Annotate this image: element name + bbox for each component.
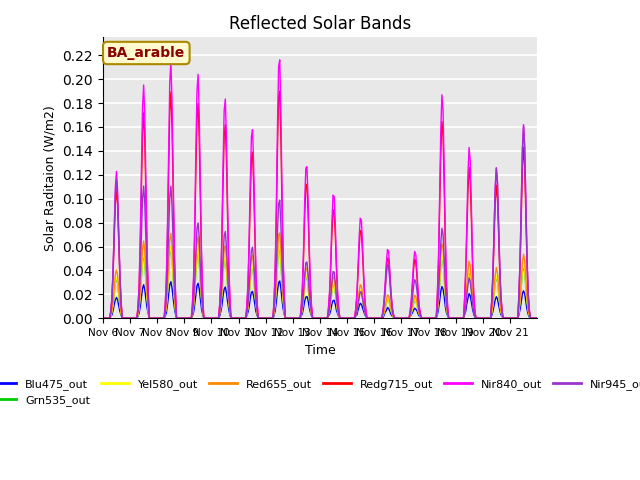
Redg715_out [127, 315, 135, 321]
Redg715_out [531, 315, 539, 321]
Grn535_out [474, 315, 482, 321]
Nir840_out [533, 315, 541, 321]
Nir840_out [324, 315, 332, 321]
Blu475_out [410, 307, 417, 313]
Nir945_out [99, 315, 107, 321]
Grn535_out [127, 315, 135, 321]
Blu475_out [324, 315, 332, 321]
Grn535_out [533, 315, 541, 321]
Red655_out [324, 315, 332, 321]
Nir945_out [114, 194, 122, 200]
Yel580_out [474, 315, 482, 321]
Redg715_out [474, 315, 482, 321]
Nir945_out [323, 315, 330, 321]
Nir945_out [520, 123, 527, 129]
Line: Yel580_out: Yel580_out [103, 246, 537, 318]
Blu475_out [533, 315, 541, 321]
Nir945_out [533, 315, 541, 321]
Blu475_out [99, 315, 107, 321]
Grn535_out [276, 246, 284, 252]
Redg715_out [410, 267, 417, 273]
Nir945_out [408, 295, 416, 301]
Yel580_out [276, 243, 284, 249]
Red655_out [276, 230, 284, 236]
Yel580_out [533, 315, 541, 321]
Title: Reflected Solar Bands: Reflected Solar Bands [229, 15, 411, 33]
Text: BA_arable: BA_arable [107, 46, 186, 60]
Redg715_out [276, 88, 284, 94]
Blu475_out [127, 315, 135, 321]
Grn535_out [114, 280, 122, 286]
Nir945_out [127, 315, 135, 321]
Red655_out [474, 315, 482, 321]
Blu475_out [474, 315, 482, 321]
Blu475_out [531, 315, 539, 321]
Y-axis label: Solar Raditaion (W/m2): Solar Raditaion (W/m2) [44, 105, 57, 251]
Nir840_out [114, 188, 122, 193]
Yel580_out [99, 315, 107, 321]
Blu475_out [114, 297, 122, 303]
Nir840_out [127, 315, 135, 321]
Nir840_out [276, 57, 284, 63]
Nir945_out [473, 315, 481, 321]
Line: Red655_out: Red655_out [103, 233, 537, 318]
Yel580_out [410, 300, 417, 305]
Yel580_out [324, 315, 332, 321]
Grn535_out [324, 315, 332, 321]
Line: Grn535_out: Grn535_out [103, 249, 537, 318]
Red655_out [531, 315, 539, 321]
Red655_out [114, 272, 122, 278]
Redg715_out [324, 315, 332, 321]
Nir840_out [474, 315, 482, 321]
Nir840_out [99, 315, 107, 321]
Nir945_out [531, 315, 539, 321]
Yel580_out [531, 315, 539, 321]
Yel580_out [127, 315, 135, 321]
Red655_out [410, 298, 417, 303]
Redg715_out [114, 203, 122, 208]
Legend: Blu475_out, Grn535_out, Yel580_out, Red655_out, Redg715_out, Nir840_out, Nir945_: Blu475_out, Grn535_out, Yel580_out, Red6… [0, 374, 640, 410]
Blu475_out [276, 278, 284, 284]
Line: Blu475_out: Blu475_out [103, 281, 537, 318]
Redg715_out [533, 315, 541, 321]
Line: Nir945_out: Nir945_out [103, 126, 537, 318]
Red655_out [99, 315, 107, 321]
Nir840_out [531, 315, 539, 321]
Grn535_out [531, 315, 539, 321]
Grn535_out [99, 315, 107, 321]
X-axis label: Time: Time [305, 344, 335, 357]
Nir840_out [410, 260, 417, 266]
Line: Redg715_out: Redg715_out [103, 91, 537, 318]
Grn535_out [410, 300, 417, 306]
Redg715_out [99, 315, 107, 321]
Red655_out [533, 315, 541, 321]
Yel580_out [114, 279, 122, 285]
Red655_out [127, 315, 135, 321]
Line: Nir840_out: Nir840_out [103, 60, 537, 318]
